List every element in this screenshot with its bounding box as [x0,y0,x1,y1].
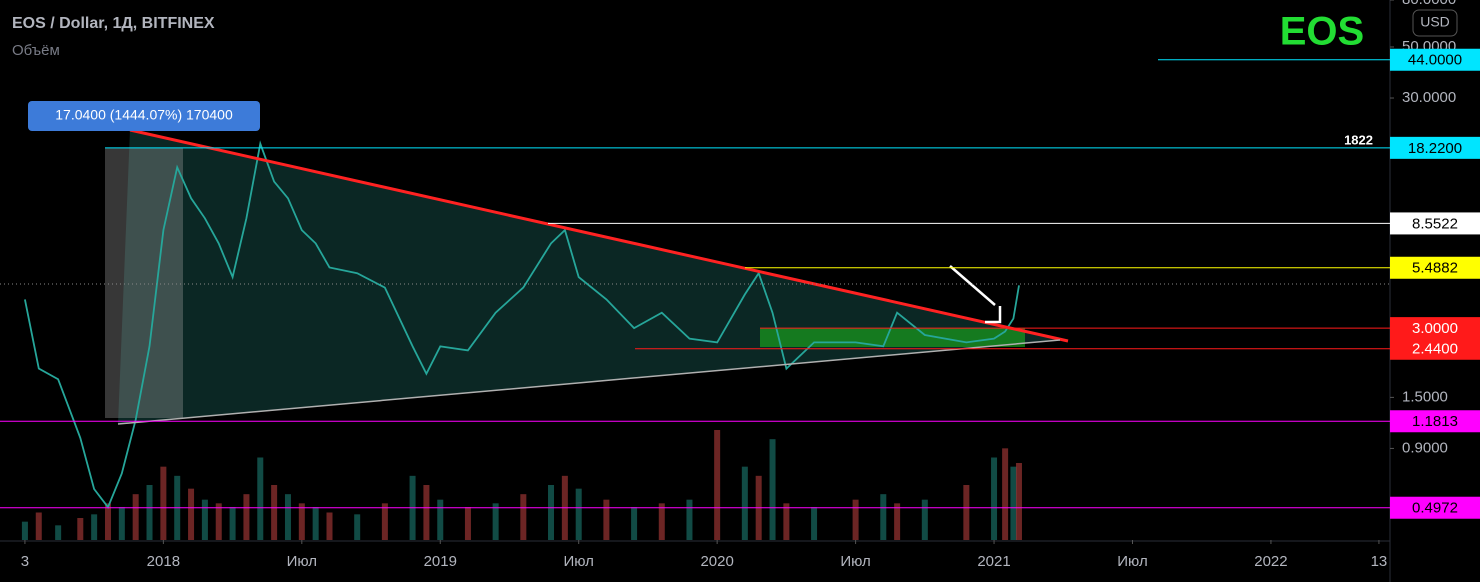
level-badge [1390,410,1480,433]
volume-bar [741,466,748,540]
volume-bar [991,457,998,540]
x-tick-label: 2020 [700,553,733,570]
y-tick-label: 1.5000 [1402,388,1448,405]
volume-bar [1002,448,1009,540]
level-label: 3.0000 [1412,320,1458,337]
volume-bar [91,514,98,540]
volume-bar [381,503,388,540]
volume-bar [201,499,208,540]
volume-bar [118,507,125,540]
level-badge [1390,48,1480,71]
volume-bar [312,507,319,540]
x-tick-label: 2019 [424,553,457,570]
y-tick-label: 30.0000 [1402,89,1456,106]
volume-bar [575,488,582,540]
x-tick-label: 3 [21,553,29,570]
level-badge [1390,317,1480,340]
volume-bar [354,514,361,540]
volume-bar [160,466,167,540]
level-label: 44.0000 [1408,52,1462,69]
volume-bar [188,488,195,540]
range-box [760,328,1025,347]
volume-bar [1010,466,1017,540]
volume-bar [769,439,776,540]
x-tick-label: 2021 [977,553,1010,570]
x-tick-label: 2022 [1254,553,1287,570]
currency-label: USD [1420,14,1450,30]
volume-bar [852,499,859,540]
volume-bar [520,494,527,540]
y-tick-label: 80.0000 [1402,0,1456,8]
level-label: 8.5522 [1412,215,1458,232]
volume-bar [132,494,139,540]
triangle-fill [118,130,1060,424]
measure-text: 17.0400 (1444.07%) 170400 [55,107,233,123]
level-label: 0.4972 [1412,500,1458,517]
x-tick-label: Июл [840,553,870,570]
volume-bar [548,485,555,540]
volume-bar [492,503,499,540]
volume-bar [326,512,333,540]
volume-bar [215,503,222,540]
arrow-diagonal [949,265,996,306]
volume-bar [271,485,278,540]
volume-bar [55,525,62,540]
y-tick-label: 0.9000 [1402,439,1448,456]
volume-label: Объём [12,42,60,59]
volume-bar [298,503,305,540]
volume-bar [257,457,264,540]
support-line [117,339,1061,425]
x-tick-label: Июл [1117,553,1147,570]
volume-bar [229,507,236,540]
x-tick-label: Июл [287,553,317,570]
price-line [24,140,1020,509]
level-badge [1390,136,1480,159]
volume-bar [783,503,790,540]
volume-bar [603,499,610,540]
volume-bar [21,521,28,540]
volume-bar [1015,463,1022,540]
volume-bar [658,503,665,540]
volume-bar [35,512,42,540]
volume-bar [243,494,250,540]
level-label: 5.4882 [1412,260,1458,277]
volume-bar [437,499,444,540]
volume-bar [811,507,818,540]
volume-bar [284,494,291,540]
level-badge [1390,212,1480,235]
volume-bar [146,485,153,540]
level-label: 1.1813 [1412,413,1458,430]
x-tick-label: Июл [563,553,593,570]
level-badge [1390,256,1480,279]
volume-bar [686,499,693,540]
level-label: 18.2200 [1408,140,1462,157]
volume-bar [464,507,471,540]
level-badge [1390,337,1480,360]
measure-tooltip [28,101,260,131]
volume-bar [963,485,970,540]
level-note: 1822 [1344,132,1373,147]
level-label: 2.4400 [1412,341,1458,358]
level-badge [1390,496,1480,519]
volume-bar [631,507,638,540]
volume-bar [880,494,887,540]
chart-title: EOS / Dollar, 1Д, BITFINEX [12,15,215,32]
volume-bar [894,503,901,540]
x-tick-label: 2018 [147,553,180,570]
volume-bar [77,518,84,540]
volume-bar [714,430,721,540]
volume-bar [104,503,111,540]
volume-bar [921,499,928,540]
volume-bar [423,485,430,540]
currency-badge [1412,9,1458,37]
x-tick-label: 13 [1371,553,1388,570]
resistance-line [129,128,1069,343]
symbol-label: EOS [1280,10,1364,54]
arrow-head [985,306,1002,324]
